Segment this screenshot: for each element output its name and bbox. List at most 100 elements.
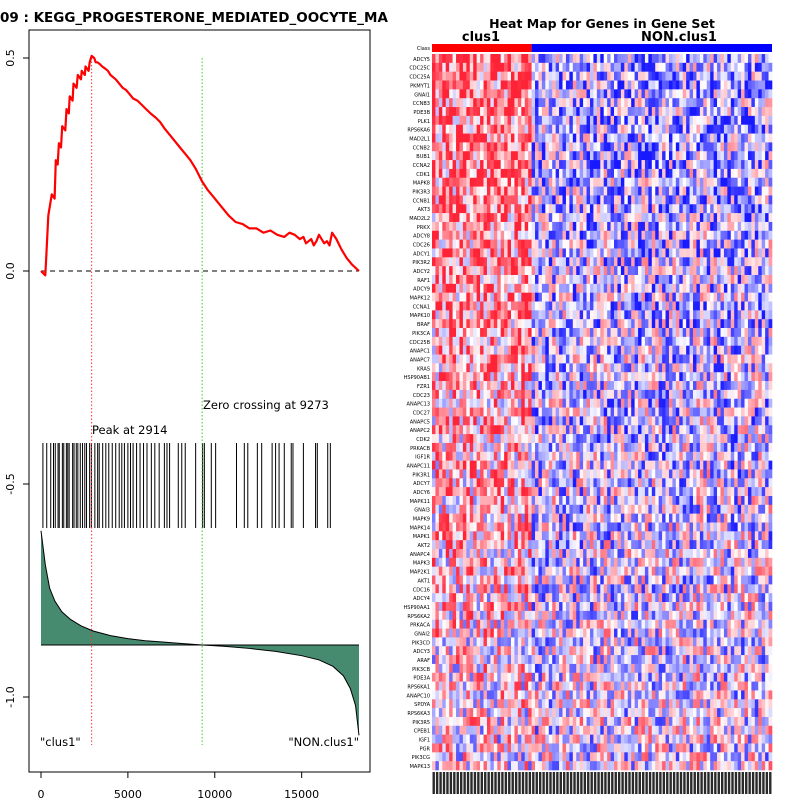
heatmap-cell: [730, 336, 735, 346]
heatmap-cell: [589, 416, 594, 426]
heatmap-cell: [555, 274, 560, 285]
heatmap-cell: [634, 336, 639, 346]
heatmap-cell: [593, 354, 598, 364]
heatmap-cell: [631, 478, 635, 488]
heatmap-cell: [723, 71, 728, 81]
heatmap-cell: [524, 363, 529, 373]
heatmap-cell: [658, 354, 663, 364]
heatmap-cell: [706, 381, 711, 391]
heatmap-cell: [535, 328, 539, 338]
heatmap-cell: [600, 274, 605, 285]
heatmap-cell: [438, 460, 443, 470]
heatmap-cell: [658, 107, 663, 117]
heatmap-cell: [747, 98, 752, 108]
heatmap-cell: [452, 274, 457, 285]
heatmap-cell: [572, 186, 577, 196]
heatmap-cell: [662, 336, 666, 346]
heatmap-cell: [593, 221, 598, 232]
heatmap-cell: [548, 451, 553, 461]
heatmap-cell: [737, 177, 742, 187]
heatmap-cell: [644, 221, 649, 232]
heatmap-cell: [737, 204, 742, 214]
heatmap-cell: [693, 213, 697, 223]
heatmap-cell: [727, 107, 732, 117]
heatmap-cell: [438, 124, 443, 134]
heatmap-cell: [686, 416, 690, 426]
heatmap-cell: [765, 248, 769, 258]
heatmap-cell: [535, 372, 539, 382]
heatmap-cell: [469, 160, 474, 170]
heatmap-cell: [624, 354, 629, 364]
heatmap-cell: [438, 142, 443, 152]
heatmap-cell: [493, 168, 498, 179]
gene-label: ANAPC1: [410, 349, 430, 355]
heatmap-cell: [545, 204, 550, 214]
gene-label: CDC27: [413, 410, 430, 416]
heatmap-cell: [593, 451, 598, 461]
heatmap-cell: [668, 89, 673, 99]
heatmap-cell: [723, 381, 728, 391]
heatmap-cell: [703, 168, 708, 179]
heatmap-cell: [703, 354, 708, 364]
heatmap-cell: [668, 398, 673, 408]
heatmap-cell: [754, 469, 759, 479]
heatmap-cell: [754, 434, 759, 444]
heatmap-cell: [589, 124, 594, 134]
heatmap-cell: [545, 266, 550, 276]
heatmap-cell: [583, 80, 587, 90]
heatmap-cell: [665, 407, 670, 417]
heatmap-cell: [535, 221, 539, 232]
heatmap-cell: [504, 221, 508, 232]
heatmap-cell: [717, 168, 721, 179]
heatmap-cell: [572, 71, 577, 81]
heatmap-cell: [631, 451, 635, 461]
heatmap-cell: [720, 407, 725, 417]
heatmap-cell: [693, 168, 697, 179]
heatmap-cell: [565, 230, 570, 240]
heatmap-cell: [569, 363, 574, 373]
heatmap-cell: [717, 292, 721, 302]
heatmap-cell: [665, 71, 670, 81]
heatmap-cell: [717, 115, 721, 126]
heatmap-cell: [737, 363, 742, 373]
heatmap-cell: [655, 160, 659, 170]
heatmap-cell: [734, 283, 738, 293]
heatmap-cell: [686, 133, 690, 143]
heatmap-cell: [596, 381, 601, 391]
heatmap-cell: [638, 345, 642, 355]
heatmap-cell: [744, 248, 749, 258]
heatmap-cell: [686, 98, 690, 108]
heatmap-cell: [638, 266, 642, 276]
heatmap-cell: [456, 345, 460, 355]
heatmap-cell: [497, 434, 501, 444]
heatmap-cell: [469, 80, 474, 90]
gene-label: CCNB3: [413, 101, 430, 107]
heatmap-cell: [562, 434, 567, 444]
heatmap-cell: [741, 336, 745, 346]
heatmap-cell: [682, 124, 687, 134]
heatmap-cell: [689, 151, 694, 161]
heatmap-cell: [442, 398, 447, 408]
heatmap-cell: [583, 160, 587, 170]
heatmap-cell: [720, 434, 725, 444]
heatmap-cell: [456, 248, 460, 258]
heatmap-cell: [456, 115, 460, 126]
heatmap-cell: [531, 160, 536, 170]
heatmap-cell: [627, 266, 632, 276]
heatmap-cell: [480, 186, 484, 196]
heatmap-cell: [686, 442, 690, 453]
heatmap-cell: [737, 257, 742, 267]
heatmap-cell: [438, 328, 443, 338]
heatmap-cell: [730, 115, 735, 126]
heatmap-cell: [744, 328, 749, 338]
heatmap-cell: [456, 213, 460, 223]
heatmap-cell: [658, 62, 663, 72]
gene-label: CDC25A: [409, 75, 430, 81]
heatmap-cell: [459, 469, 464, 479]
heatmap-cell: [535, 336, 539, 346]
heatmap-cell: [555, 407, 560, 417]
heatmap-cell: [627, 319, 632, 329]
heatmap-cell: [593, 363, 598, 373]
heatmap-cell: [614, 177, 618, 187]
heatmap-cell: [538, 434, 543, 444]
